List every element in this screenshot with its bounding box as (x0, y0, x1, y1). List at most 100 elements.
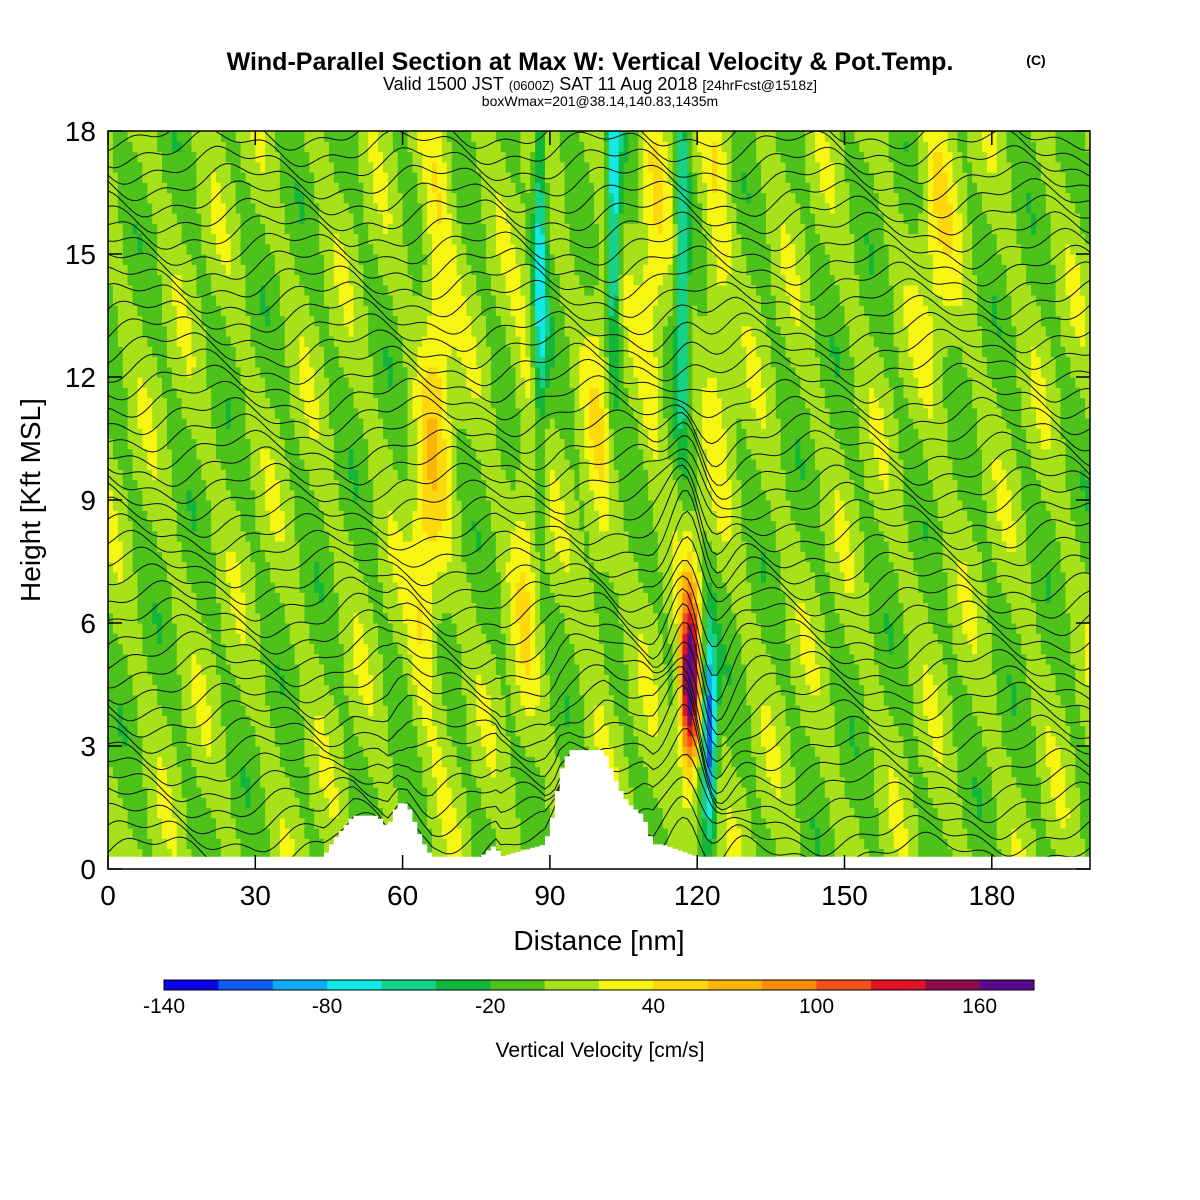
velocity-cell (240, 141, 247, 153)
velocity-cell (368, 633, 374, 645)
velocity-cell (279, 213, 286, 224)
velocity-cell (122, 438, 129, 450)
velocity-cell (387, 325, 394, 337)
velocity-cell (132, 213, 139, 224)
velocity-cell (117, 817, 124, 829)
velocity-cell (378, 315, 384, 327)
velocity-cell (260, 592, 266, 604)
velocity-cell (171, 448, 178, 460)
velocity-cell (309, 387, 315, 399)
velocity-cell (265, 243, 271, 255)
velocity-cell (201, 612, 207, 624)
velocity-cell (348, 418, 355, 429)
velocity-cell (216, 807, 222, 819)
velocity-cell (152, 612, 158, 624)
velocity-cell (132, 305, 139, 317)
velocity-cell (240, 315, 247, 327)
velocity-cell (108, 192, 114, 204)
velocity-cell (196, 305, 202, 317)
velocity-cell (216, 325, 222, 337)
velocity-cell (191, 459, 197, 470)
velocity-cell (152, 653, 158, 665)
velocity-cell (279, 735, 286, 747)
velocity-cell (270, 264, 276, 276)
velocity-cell (127, 602, 134, 614)
velocity-cell (417, 346, 423, 358)
velocity-cell (230, 418, 237, 429)
velocity-cell (432, 182, 438, 194)
velocity-cell (397, 725, 404, 737)
velocity-cell (196, 479, 202, 491)
velocity-cell (216, 612, 222, 624)
velocity-cell (436, 305, 443, 317)
velocity-cell (363, 530, 369, 542)
velocity-cell (378, 561, 384, 573)
velocity-cell (171, 172, 178, 183)
velocity-cell (235, 315, 242, 327)
velocity-cell (250, 377, 256, 388)
velocity-cell (245, 172, 251, 183)
velocity-cell (186, 633, 193, 645)
velocity-cell (176, 346, 183, 358)
velocity-cell (191, 684, 197, 696)
velocity-cell (250, 797, 256, 809)
velocity-cell (284, 633, 291, 645)
velocity-cell (162, 428, 168, 440)
velocity-cell (274, 202, 281, 214)
velocity-cell (245, 418, 251, 429)
velocity-cell (412, 407, 418, 419)
velocity-cell (270, 602, 276, 614)
velocity-cell (196, 377, 202, 388)
velocity-cell (343, 141, 350, 153)
velocity-cell (206, 366, 212, 378)
velocity-cell (132, 233, 139, 245)
velocity-cell (112, 192, 119, 204)
velocity-cell (279, 848, 286, 860)
velocity-cell (427, 766, 433, 778)
velocity-cell (387, 469, 394, 481)
velocity-cell (274, 254, 281, 265)
velocity-cell (220, 705, 227, 716)
velocity-cell (319, 807, 325, 819)
velocity-cell (245, 500, 251, 511)
velocity-cell (132, 582, 139, 593)
velocity-cell (314, 602, 320, 614)
velocity-cell (201, 161, 207, 173)
velocity-cell (220, 151, 227, 163)
velocity-cell (284, 172, 291, 183)
velocity-cell (353, 551, 360, 563)
velocity-cell (422, 336, 428, 347)
velocity-cell (191, 756, 197, 768)
velocity-cell (309, 397, 315, 409)
velocity-cell (363, 366, 369, 378)
velocity-cell (284, 551, 291, 563)
velocity-cell (417, 674, 423, 686)
velocity-cell (441, 520, 448, 532)
velocity-cell (432, 746, 438, 757)
velocity-cell (166, 387, 173, 399)
velocity-cell (324, 151, 330, 163)
velocity-cell (220, 274, 227, 286)
velocity-cell (117, 612, 124, 624)
velocity-cell (294, 541, 301, 552)
velocity-cell (382, 243, 389, 255)
velocity-cell (338, 407, 345, 419)
velocity-cell (441, 807, 448, 819)
velocity-cell (230, 233, 237, 245)
velocity-cell (132, 377, 139, 388)
velocity-cell (392, 643, 399, 655)
velocity-cell (274, 725, 281, 737)
velocity-cell (299, 489, 305, 501)
velocity-cell (432, 602, 438, 614)
velocity-cell (417, 828, 423, 839)
velocity-cell (319, 407, 325, 419)
velocity-cell (265, 264, 271, 276)
velocity-cell (309, 438, 315, 450)
velocity-cell (397, 233, 404, 245)
velocity-cell (181, 284, 188, 296)
velocity-cell (162, 489, 168, 501)
velocity-cell (279, 172, 286, 183)
velocity-cell (382, 305, 389, 317)
velocity-cell (387, 500, 394, 511)
velocity-cell (230, 397, 237, 409)
